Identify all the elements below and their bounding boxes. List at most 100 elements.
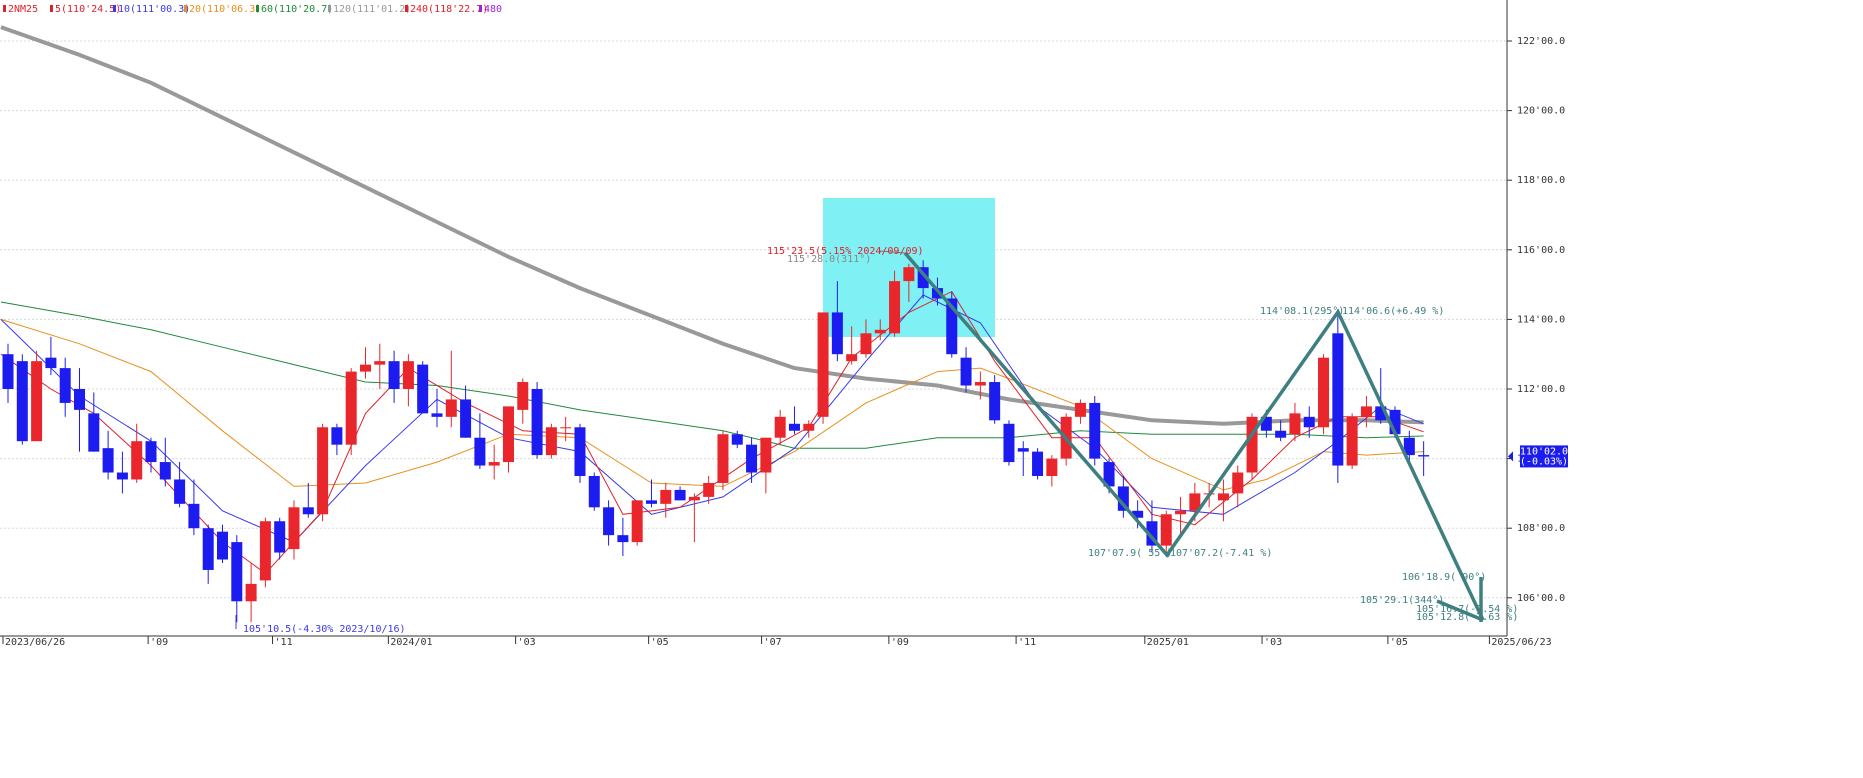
candle-body xyxy=(402,361,414,389)
candle-body xyxy=(1289,413,1301,435)
legend-swatch xyxy=(113,5,116,12)
candle-body xyxy=(1146,521,1158,546)
candle-body xyxy=(231,542,243,602)
tag-box xyxy=(1520,445,1568,468)
candle-body xyxy=(1089,402,1101,459)
candle-body xyxy=(345,371,357,445)
candle-body xyxy=(74,388,86,410)
candle-body xyxy=(16,361,28,442)
candle-body xyxy=(1175,510,1187,515)
candle-body xyxy=(102,448,114,473)
last-price: 110'02.0 xyxy=(1520,446,1568,457)
candle-body xyxy=(1132,510,1144,518)
y-tick-label: 120'00.0 xyxy=(1517,106,1565,117)
annotation: 107'07.9( 55°) xyxy=(1088,548,1172,559)
y-tick-label: 112'00.0 xyxy=(1517,384,1565,395)
candle-body xyxy=(974,382,986,386)
candle-body xyxy=(603,507,615,536)
candle-body xyxy=(917,267,929,289)
candle-body xyxy=(703,482,715,497)
candle-body xyxy=(1160,514,1172,546)
drawing-tools xyxy=(235,250,1485,629)
annotation: 115'23.5(5.15% 2024/09/09) xyxy=(767,246,924,257)
candle-body xyxy=(245,583,257,602)
candle-body xyxy=(1260,416,1272,431)
candle-body xyxy=(1189,493,1201,511)
candle-body xyxy=(1318,357,1330,428)
zigzag xyxy=(903,251,1485,621)
candle-body xyxy=(660,489,672,504)
candle-body xyxy=(1403,437,1415,456)
candle-body xyxy=(417,364,429,414)
candle-body xyxy=(302,507,314,515)
candle-body xyxy=(831,312,843,355)
candle-body xyxy=(774,416,786,438)
candle-body xyxy=(731,434,743,445)
candle-body xyxy=(159,462,171,480)
candle-body xyxy=(359,364,371,372)
candle-body xyxy=(631,500,643,543)
x-tick-label: 2025/06/23 xyxy=(1491,637,1551,648)
candle-body xyxy=(317,427,329,515)
candle-body xyxy=(460,399,472,438)
candle-body xyxy=(188,503,200,529)
annotation: 114'08.1(295°) xyxy=(1260,306,1344,317)
candle-body xyxy=(374,361,386,365)
candle-body xyxy=(1389,409,1401,435)
x-tick-label: '03 xyxy=(518,637,536,648)
candle-body xyxy=(288,507,300,550)
legend-swatch xyxy=(50,5,53,12)
annotation: 105'10.5(-4.30% 2023/10/16) xyxy=(243,624,406,635)
candle-body xyxy=(1046,458,1058,476)
legend-label: 240(118'22.7) xyxy=(410,4,488,15)
candles xyxy=(2,260,1430,623)
candle-body xyxy=(502,406,514,463)
x-tick-label: '07 xyxy=(764,637,782,648)
candle-body xyxy=(1360,406,1372,417)
annotation: 106'18.9( 90°) xyxy=(1402,572,1486,583)
y-tick-label: 106'00.0 xyxy=(1517,593,1565,604)
x-tick-label: 2025/01 xyxy=(1147,637,1189,648)
legend-label: 480 xyxy=(484,4,502,15)
candle-body xyxy=(1375,406,1387,421)
legend-label: 10(111'00.3) xyxy=(118,4,190,15)
legend-swatch xyxy=(328,5,331,12)
candle-body xyxy=(803,423,815,431)
annotation: 107'07.2(-7.41 %) xyxy=(1170,548,1272,559)
candle-body xyxy=(617,535,629,543)
candle-body xyxy=(960,357,972,386)
candle-body xyxy=(1032,451,1044,476)
candle-body xyxy=(746,444,758,473)
candle-body xyxy=(1418,455,1430,457)
candle-body xyxy=(1074,402,1086,417)
legend-swatch xyxy=(405,5,408,12)
x-tick-label: '05 xyxy=(1390,637,1408,648)
legend-swatch xyxy=(479,5,482,12)
x-tick-label: '05 xyxy=(651,637,669,648)
annotation: 115'28.0(311°) xyxy=(787,254,871,265)
candle-body xyxy=(1275,430,1287,438)
x-tick-label: '11 xyxy=(275,637,293,648)
leader xyxy=(879,250,906,254)
annotation: 114'06.6(+6.49 %) xyxy=(1342,306,1444,317)
legend-label: 60(110'20.7) xyxy=(261,4,333,15)
legend-swatch xyxy=(256,5,259,12)
candle-body xyxy=(588,475,600,508)
candle-body xyxy=(2,354,14,389)
legend-label: 20(110'06.3) xyxy=(189,4,261,15)
candle-body xyxy=(846,354,858,362)
candle-body xyxy=(1346,416,1358,466)
ma-line xyxy=(0,25,1424,426)
candle-body xyxy=(1246,416,1258,473)
annotations: 115'28.0(311°) 115'23.5(5.15% 2024/09/09… xyxy=(243,246,1518,635)
candle-body xyxy=(31,361,43,442)
y-tick-label: 118'00.0 xyxy=(1517,175,1565,186)
candle-body xyxy=(545,427,557,456)
legend-label: 2NM25 xyxy=(8,4,38,15)
candle-body xyxy=(1117,486,1129,511)
candle-body xyxy=(116,472,128,480)
annotation: 105'16.7(-7.54 %) xyxy=(1416,604,1518,615)
legend: 2NM25 5(110'24.5)10(111'00.3)20(110'06.3)… xyxy=(3,4,502,15)
candle-body xyxy=(388,361,400,389)
